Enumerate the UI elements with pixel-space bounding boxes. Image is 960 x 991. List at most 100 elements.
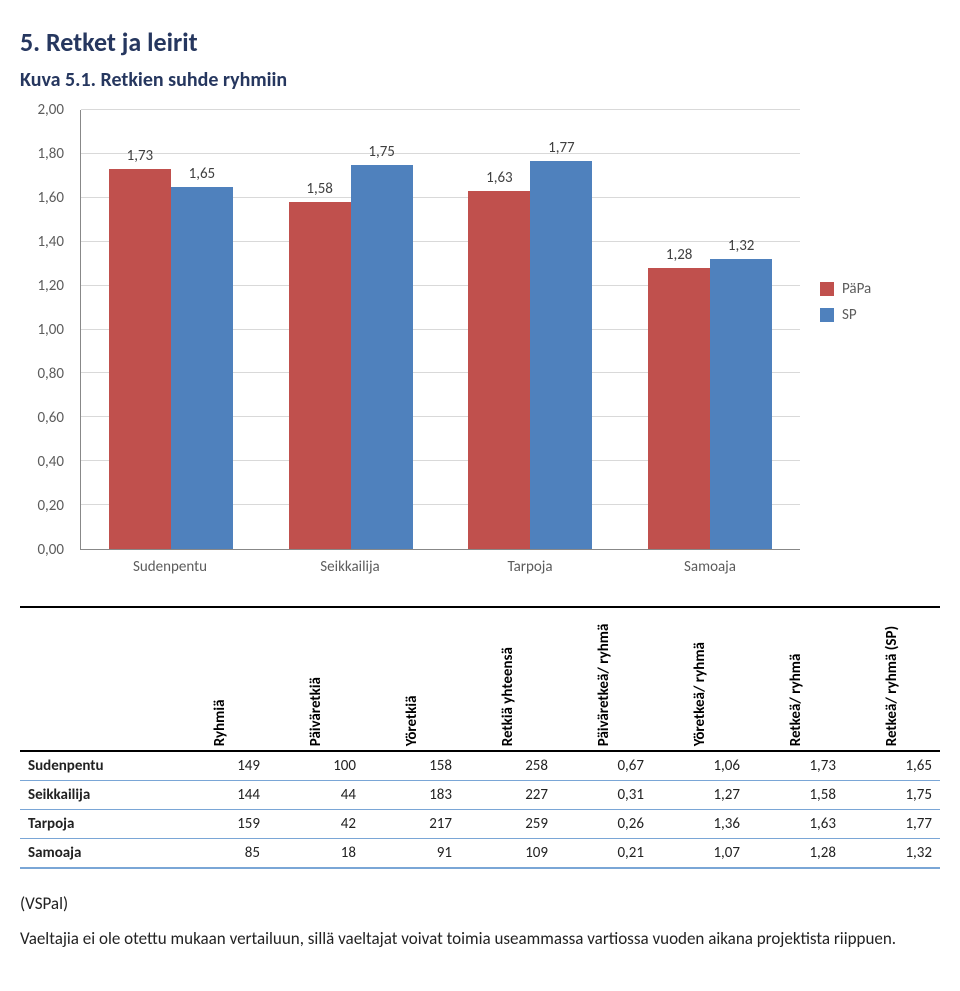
legend-item: SP: [820, 306, 940, 324]
y-tick-label: 1,80: [20, 145, 64, 163]
section-subtitle: Kuva 5.1. Retkien suhde ryhmiin: [20, 68, 940, 92]
table-row-header: Tarpoja: [20, 810, 172, 839]
retket-data-table: RyhmiäPäiväretkiäYöretkiäRetkiä yhteensä…: [20, 606, 940, 869]
table-cell: 100: [268, 751, 364, 781]
chart-bar: 1,73: [109, 169, 171, 549]
table-cell: 0,26: [556, 810, 652, 839]
table-cell: 144: [172, 781, 268, 810]
table-cell: 217: [364, 810, 460, 839]
table-column-header: Retkeä/ ryhmä (SP): [844, 607, 940, 751]
table-column-header: Ryhmiä: [172, 607, 268, 751]
table-column-header: Yöretkiä: [364, 607, 460, 751]
chart-y-axis: 0,000,200,400,600,801,001,201,401,601,80…: [20, 110, 70, 550]
table-column-header: Retkiä yhteensä: [460, 607, 556, 751]
chart-bar-group: 1,731,65: [81, 110, 261, 549]
y-tick-label: 0,80: [20, 365, 64, 383]
table-cell: 1,32: [844, 839, 940, 869]
chart-bar-value-label: 1,32: [728, 237, 755, 255]
chart-bar-value-label: 1,58: [306, 180, 333, 198]
chart-bar-group: 1,581,75: [261, 110, 441, 549]
legend-label: SP: [842, 306, 857, 324]
chart-bar: 1,58: [289, 202, 351, 549]
table-column-header: Päiväretkeä/ ryhmä: [556, 607, 652, 751]
table-cell: 1,27: [652, 781, 748, 810]
table-row-header: Samoaja: [20, 839, 172, 869]
legend-swatch: [820, 308, 834, 322]
chart-bar: 1,32: [710, 259, 772, 549]
table-cell: 1,75: [844, 781, 940, 810]
chart-bar-group: 1,281,32: [620, 110, 800, 549]
table-cell: 1,28: [748, 839, 844, 869]
y-tick-label: 2,00: [20, 101, 64, 119]
table-cell: 158: [364, 751, 460, 781]
table-row: Samoaja8518911090,211,071,281,32: [20, 839, 940, 869]
table-row-header: Seikkailija: [20, 781, 172, 810]
table-cell: 1,58: [748, 781, 844, 810]
table-cell: 159: [172, 810, 268, 839]
table-cell: 1,77: [844, 810, 940, 839]
table-row: Sudenpentu1491001582580,671,061,731,65: [20, 751, 940, 781]
table-cell: 183: [364, 781, 460, 810]
table-cell: 1,07: [652, 839, 748, 869]
chart-bar-value-label: 1,63: [486, 169, 513, 187]
chart-bar: 1,75: [351, 165, 413, 549]
y-tick-label: 1,00: [20, 321, 64, 339]
chart-bar-group: 1,631,77: [441, 110, 621, 549]
table-cell: 18: [268, 839, 364, 869]
table-column-header: Päiväretkiä: [268, 607, 364, 751]
table-cell: 227: [460, 781, 556, 810]
x-axis-label: Seikkailija: [260, 554, 440, 580]
chart-bar-value-label: 1,28: [666, 246, 693, 264]
y-tick-label: 0,00: [20, 541, 64, 559]
table-cell: 1,63: [748, 810, 844, 839]
x-axis-label: Sudenpentu: [80, 554, 260, 580]
table-row: Seikkailija144441832270,311,271,581,75: [20, 781, 940, 810]
source-label: (VSPal): [20, 893, 940, 914]
chart-bar: 1,28: [648, 268, 710, 549]
legend-label: PäPa: [842, 280, 871, 298]
chart-bar: 1,65: [171, 187, 233, 549]
y-tick-label: 1,60: [20, 189, 64, 207]
chart-bar: 1,63: [468, 191, 530, 549]
table-cell: 0,21: [556, 839, 652, 869]
table-cell: 258: [460, 751, 556, 781]
section-title: 5. Retket ja leirit: [20, 26, 940, 58]
table-cell: 1,36: [652, 810, 748, 839]
chart-bar-value-label: 1,73: [127, 147, 154, 165]
page: 5. Retket ja leirit Kuva 5.1. Retkien su…: [0, 0, 960, 991]
x-axis-label: Samoaja: [620, 554, 800, 580]
table-row: Tarpoja159422172590,261,361,631,77: [20, 810, 940, 839]
chart-plot-area: 1,731,651,581,751,631,771,281,32: [80, 110, 800, 550]
table-cell: 109: [460, 839, 556, 869]
table-cell: 149: [172, 751, 268, 781]
table-column-header: Yöretkeä/ ryhmä: [652, 607, 748, 751]
table-cell: 44: [268, 781, 364, 810]
legend-swatch: [820, 282, 834, 296]
chart-legend: PäPa SP: [820, 280, 940, 332]
retket-chart: 0,00 0,20 0,40 0,60 0,80 1,00 1,20 1,40 1,60 1,80…: [20, 110, 940, 580]
table-cell: 1,06: [652, 751, 748, 781]
table-cell: 85: [172, 839, 268, 869]
legend-item: PäPa: [820, 280, 940, 298]
footer-note: Vaeltajia ei ole otettu mukaan vertailuu…: [20, 928, 940, 951]
y-tick-label: 1,20: [20, 277, 64, 295]
table-cell: 0,31: [556, 781, 652, 810]
x-axis-label: Tarpoja: [440, 554, 620, 580]
table-cell: 1,65: [844, 751, 940, 781]
y-tick-label: 1,40: [20, 233, 64, 251]
table-cell: 0,67: [556, 751, 652, 781]
table-row-header: Sudenpentu: [20, 751, 172, 781]
chart-bar-value-label: 1,77: [548, 139, 575, 157]
chart-bar-value-label: 1,65: [189, 165, 216, 183]
y-tick-label: 0,60: [20, 409, 64, 427]
table-cell: 91: [364, 839, 460, 869]
y-tick-label: 0,20: [20, 497, 64, 515]
table-cell: 1,73: [748, 751, 844, 781]
chart-bar-value-label: 1,75: [368, 143, 395, 161]
table-cell: 259: [460, 810, 556, 839]
table-column-header: Retkeä/ ryhmä: [748, 607, 844, 751]
y-tick-label: 0,40: [20, 453, 64, 471]
table-corner-cell: [20, 607, 172, 751]
chart-bar: 1,77: [530, 161, 592, 550]
chart-x-axis: SudenpentuSeikkailijaTarpojaSamoaja: [80, 554, 800, 580]
